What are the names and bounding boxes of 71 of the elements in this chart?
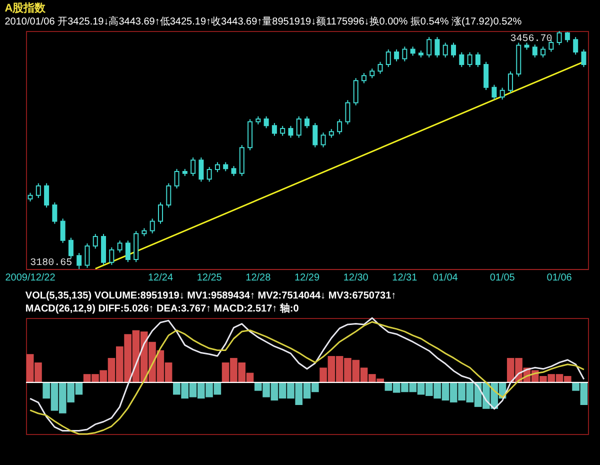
candlestick — [68, 237, 74, 259]
candlestick — [231, 166, 236, 177]
candlestick — [264, 116, 269, 129]
candlestick — [378, 61, 383, 74]
candlestick — [125, 240, 130, 263]
candlestick — [361, 72, 366, 84]
x-tick-label: 01/05 — [490, 272, 516, 284]
candlestick — [556, 30, 562, 46]
candlestick — [394, 48, 400, 62]
x-tick-label: 01/04 — [432, 272, 458, 284]
candlestick — [581, 48, 586, 68]
candlestick — [410, 46, 416, 56]
x-tick-label: 2009/12/22 — [5, 272, 56, 284]
candlestick — [174, 168, 180, 189]
candlestick — [370, 68, 375, 79]
candlestick — [402, 46, 408, 62]
candlestick — [272, 122, 277, 136]
candlestick — [92, 233, 98, 250]
candlestick — [60, 218, 66, 244]
x-tick-label: 12/28 — [246, 272, 272, 284]
candlestick — [573, 36, 578, 56]
candlestick — [214, 162, 220, 173]
candlestick — [500, 87, 505, 100]
candlestick — [150, 218, 155, 234]
candlestick — [442, 42, 448, 58]
candlestick — [44, 182, 50, 208]
candlestick — [76, 252, 82, 270]
candlestick — [564, 32, 570, 43]
candlestick — [484, 61, 489, 90]
candlestick — [540, 46, 546, 58]
candlestick — [304, 116, 310, 129]
chart-subtitle: 2010/01/06 开3425.19↓高3443.69↑低3425.19↑收3443.69↑量8951919↓额1175996↓换0.00% 振0.54% 涨(17.92)0.52% — [4, 16, 522, 28]
candlestick — [158, 202, 163, 224]
candlestick — [492, 84, 497, 100]
candlestick — [36, 182, 41, 198]
candlestick — [190, 156, 196, 177]
candlestick — [117, 240, 122, 253]
text: MACD(26,12,9) DIFF:5.026↑ DEA:3.767↑ MACD:2.517↑ 轴:0 — [25, 302, 300, 314]
candlestick — [109, 246, 114, 266]
candlestick — [345, 100, 350, 125]
x-tick-label: 01/06 — [546, 272, 572, 284]
x-tick-label: 12/24 — [148, 272, 174, 284]
candlestick — [296, 116, 302, 138]
candlestick — [198, 156, 204, 182]
candlestick — [206, 166, 212, 182]
candlestick — [84, 242, 90, 268]
candlestick — [312, 122, 318, 148]
text: VOL(5,35,135) VOLUME:8951919↓ MV1:9589434↑ MV2:7514044↓ MV3:6750731↑ — [25, 290, 396, 302]
candlestick — [459, 52, 464, 68]
chart-title: A股指数 — [4, 2, 47, 14]
candlestick — [434, 36, 440, 58]
candlestick — [467, 52, 472, 68]
x-tick-label: 12/30 — [343, 272, 369, 284]
candlestick — [337, 118, 342, 135]
candlestick — [451, 42, 456, 58]
candlestick — [288, 125, 294, 138]
candlestick — [426, 36, 432, 58]
candlestick — [280, 125, 286, 136]
x-tick-label: 12/31 — [392, 272, 418, 284]
candlestick — [353, 78, 358, 106]
candlestick — [386, 48, 391, 68]
x-tick-label: 12/25 — [196, 272, 222, 284]
candlestick — [52, 202, 58, 224]
candlestick — [508, 70, 513, 94]
candlestick — [320, 132, 326, 148]
candlestick — [166, 182, 172, 208]
candlestick — [532, 44, 538, 58]
annotation: 3456.70 — [510, 34, 552, 45]
annotation: 3180.65 — [30, 258, 72, 269]
candlestick — [475, 52, 480, 68]
x-tick-label: 12/29 — [294, 272, 320, 284]
